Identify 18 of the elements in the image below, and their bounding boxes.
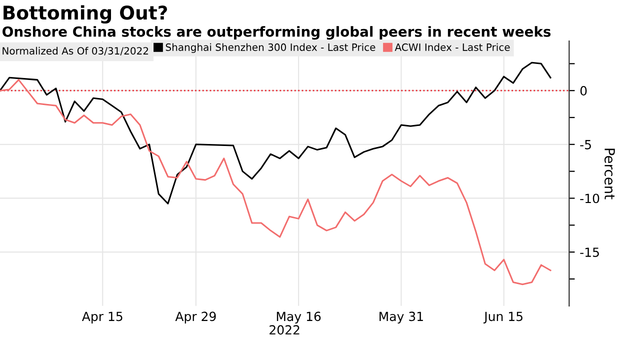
- y-tick-label: 0: [580, 86, 587, 96]
- x-tick-label: Jun 15: [483, 312, 522, 324]
- x-tick-label: Apr 29: [175, 312, 216, 324]
- line-series: [0, 79, 552, 286]
- legend-label: ACWI Index - Last Price: [394, 43, 510, 51]
- y-tick-label: -15: [580, 248, 599, 257]
- y-tick-label: -5: [580, 140, 591, 150]
- chart-title: Bottoming Out?: [4, 5, 168, 24]
- x-tick-label: May 16: [276, 312, 321, 324]
- y-tick-label: -10: [580, 194, 600, 204]
- line-series: [0, 62, 552, 204]
- y-axis-title: Percent: [604, 148, 615, 200]
- legend-label: Shanghai Shenzhen 300 Index - Last Price: [166, 43, 376, 53]
- x-tick-label: Apr 15: [82, 312, 122, 324]
- legend-title: Normalized As Of 03/31/2022: [2, 46, 148, 56]
- chart-subtitle: Onshore China stocks are outperforming global peers in recent weeks: [2, 26, 551, 40]
- x-tick-label: May 31: [380, 312, 423, 324]
- x-axis-title: 2022: [270, 325, 300, 335]
